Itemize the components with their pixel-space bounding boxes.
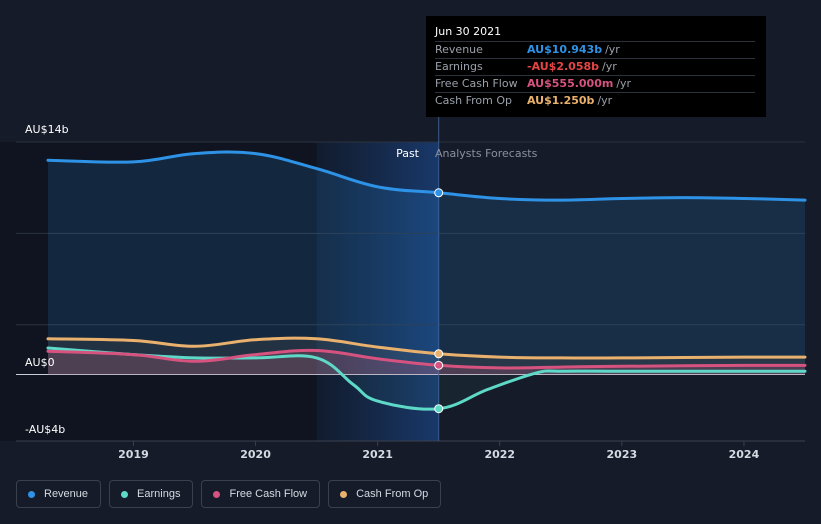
y-tick-label-bottom: -AU$4b (25, 423, 65, 436)
series-area-earnings (48, 348, 805, 410)
tooltip-label: Revenue (435, 43, 483, 56)
legend-item-free-cash-flow[interactable]: Free Cash Flow (201, 480, 321, 508)
tooltip-value: -AU$2.058b (527, 60, 599, 73)
series-line-free-cash-flow (46, 348, 807, 370)
legend-dot-icon (213, 490, 221, 498)
tooltip-unit: /yr (605, 43, 620, 56)
data-point-revenue (434, 188, 444, 198)
tooltip-row-revenue: Revenue AU$10.943b /yr (435, 41, 755, 58)
tooltip-label: Cash From Op (435, 94, 513, 107)
legend-dot-icon (340, 490, 348, 498)
tooltip-unit: /yr (597, 94, 613, 107)
tooltip-row-free-cash-flow: Free Cash Flow AU$555.000m /yr (435, 75, 755, 92)
legend-dot-icon (28, 490, 35, 498)
tooltip-unit: /yr (616, 77, 632, 90)
series-area-free-cash-flow (48, 350, 805, 375)
tooltip-unit: /yr (602, 60, 617, 73)
tooltip: Jun 30 2021 Revenue AU$10.943b /yr Earni… (426, 16, 766, 117)
legend: Revenue Earnings Free Cash Flow Cash Fro… (16, 480, 449, 508)
x-tick-label: 2024 (729, 448, 760, 461)
legend-label: Earnings (137, 488, 181, 500)
x-tick-label: 2020 (240, 448, 271, 461)
tooltip-value: AU$555.000m (527, 77, 614, 90)
legend-label: Cash From Op (356, 488, 429, 500)
legend-item-cash-from-op[interactable]: Cash From Op (328, 480, 442, 508)
legend-label: Revenue (44, 488, 89, 500)
legend-dot-icon (121, 490, 129, 498)
series-line-cash-from-op (46, 336, 807, 360)
legend-label: Free Cash Flow (229, 488, 308, 500)
series-line-earnings (46, 346, 807, 411)
data-point-earnings (434, 404, 444, 414)
tooltip-row-cash-from-op: Cash From Op AU$1.250b /yr (435, 92, 755, 109)
y-tick-label-top: AU$14b (25, 123, 69, 136)
data-point-cash-from-op (434, 349, 444, 359)
tooltip-label: Earnings (435, 60, 483, 73)
tooltip-label: Free Cash Flow (435, 77, 518, 90)
tooltip-value: AU$10.943b (527, 43, 603, 56)
x-tick-label: 2019 (118, 448, 149, 461)
y-tick-label-zero: AU$0 (25, 356, 55, 369)
legend-item-revenue[interactable]: Revenue (16, 480, 102, 508)
series-area-revenue (48, 151, 805, 375)
tooltip-row-earnings: Earnings -AU$2.058b /yr (435, 58, 755, 75)
tooltip-date: Jun 30 2021 (435, 25, 502, 38)
past-region-label: Past (396, 147, 420, 160)
legend-item-earnings[interactable]: Earnings (109, 480, 194, 508)
x-tick-label: 2021 (362, 448, 393, 461)
forecast-region-label: Analysts Forecasts (435, 147, 538, 160)
tooltip-value: AU$1.250b (527, 94, 595, 107)
x-tick-label: 2022 (484, 448, 515, 461)
data-point-free-cash-flow (434, 360, 444, 370)
x-tick-label: 2023 (607, 448, 638, 461)
